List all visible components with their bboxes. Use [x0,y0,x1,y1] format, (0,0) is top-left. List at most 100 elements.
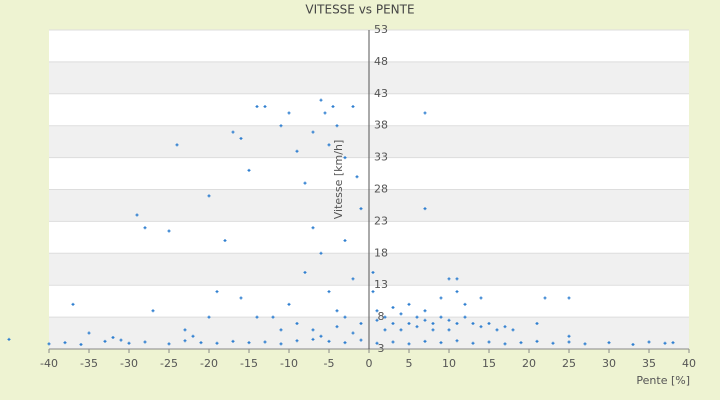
point [351,331,355,335]
point [239,136,243,140]
x-tick-label: 5 [406,357,413,370]
point [215,290,219,294]
point [319,334,323,338]
point [371,270,375,274]
point [455,277,459,281]
point [415,325,419,329]
point [567,296,571,300]
point [287,302,291,306]
point [271,315,275,319]
point [279,342,283,346]
y-tick-label: 28 [374,183,388,196]
point [143,340,147,344]
x-tick-label: 40 [682,357,696,370]
point [663,341,667,345]
point [455,339,459,343]
point [607,341,611,345]
point [503,342,507,346]
point [103,339,107,343]
point [455,321,459,325]
point [375,318,379,322]
point [439,296,443,300]
point [423,111,427,115]
x-tick-label: 0 [366,357,373,370]
point [79,343,83,347]
point [255,315,259,319]
point [423,318,427,322]
point [519,341,523,345]
point [303,181,307,185]
point [295,339,299,343]
point [351,105,355,109]
point [135,213,139,217]
point [311,337,315,341]
point [583,342,587,346]
point [311,226,315,230]
point [247,341,251,345]
point [407,321,411,325]
point [487,321,491,325]
point [343,341,347,345]
point [343,239,347,243]
point [63,341,67,345]
point [551,341,555,345]
point [143,226,147,230]
point [359,321,363,325]
point [455,290,459,294]
point [279,328,283,332]
point [447,318,451,322]
point [215,341,219,345]
point [167,342,171,346]
point [471,341,475,345]
point [399,328,403,332]
point [119,338,123,342]
point [151,309,155,313]
x-tick-label: 15 [482,357,496,370]
point [359,207,363,211]
x-tick-label: -30 [120,357,138,370]
point [7,337,11,341]
point [255,105,259,109]
point [327,339,331,343]
point [207,315,211,319]
y-axis-label: Vitesse [km/h] [332,140,345,220]
point [199,341,203,345]
y-tick-label: 33 [374,151,388,164]
y-tick-label: 8 [378,310,385,323]
x-tick-label: 10 [442,357,456,370]
point [47,342,51,346]
point [263,105,267,109]
point [407,342,411,346]
point [439,315,443,319]
y-tick-label: 13 [374,278,388,291]
point [175,143,179,147]
point [71,302,75,306]
point [407,302,411,306]
point [335,309,339,313]
point [423,309,427,313]
x-tick-label: -25 [160,357,178,370]
point [631,343,635,347]
point [239,296,243,300]
point [279,124,283,128]
point [371,290,375,294]
y-tick-label: 23 [374,214,388,227]
x-tick-label: -40 [40,357,58,370]
point [447,277,451,281]
point [327,143,331,147]
point [359,338,363,342]
point [415,315,419,319]
x-axis-label: Pente [%] [636,374,690,387]
point [503,325,507,329]
point [183,328,187,332]
point [223,239,227,243]
point [335,325,339,329]
point [167,229,171,233]
x-tick-label: -20 [200,357,218,370]
x-tick-label: -5 [324,357,335,370]
point [423,339,427,343]
x-tick-label: -35 [80,357,98,370]
point [463,315,467,319]
point [207,194,211,198]
